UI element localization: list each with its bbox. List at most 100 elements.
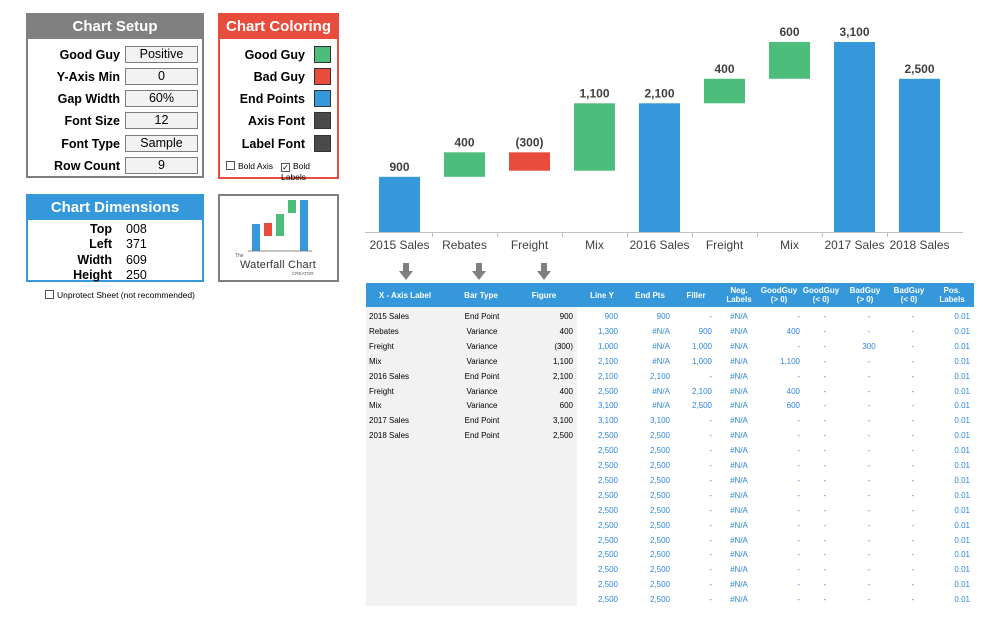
bold-labels-box[interactable]: ✓ — [281, 163, 290, 172]
bar-1 — [444, 152, 485, 177]
input-cell[interactable]: Rebates — [369, 326, 399, 336]
calc-cell: 2,100 — [691, 386, 712, 396]
input-cell[interactable]: Mix — [369, 401, 382, 411]
input-cell[interactable]: End Point — [464, 431, 500, 441]
gap-width-input[interactable]: 60% — [125, 90, 198, 107]
row-count-input[interactable]: 9 — [125, 157, 198, 174]
bold-axis-checkbox[interactable]: Bold Axis — [226, 161, 273, 172]
calc-cell: - — [797, 461, 800, 470]
input-cell[interactable]: Variance — [466, 326, 498, 336]
input-cell[interactable]: 3,100 — [552, 416, 573, 426]
bold-labels-label: Bold Labels — [281, 161, 311, 182]
calc-cell: #N/A — [730, 505, 748, 515]
calc-cell: - — [867, 580, 871, 590]
input-cell[interactable]: Variance — [466, 386, 498, 396]
input-cell[interactable]: (300) — [554, 341, 573, 351]
calc-cell: - — [823, 386, 827, 396]
input-cell[interactable]: 900 — [559, 312, 573, 321]
calc-cell: - — [867, 401, 871, 411]
x-tick-label-1: Rebates — [442, 238, 487, 252]
calc-cell: #N/A — [730, 356, 748, 366]
calc-cell: - — [823, 565, 827, 575]
calc-cell: - — [709, 595, 712, 605]
logo-sub-text: CREATOR — [292, 271, 314, 276]
calc-cell: 0.01 — [954, 595, 970, 605]
input-cell[interactable]: End Point — [464, 312, 500, 321]
good-guy-color-swatch[interactable] — [314, 46, 331, 63]
bar-label-4: 2,100 — [644, 86, 674, 100]
calc-cell: - — [867, 595, 871, 605]
input-cell[interactable]: 600 — [559, 401, 573, 411]
input-cell[interactable]: Freight — [369, 386, 394, 396]
font-size-input[interactable]: 12 — [125, 112, 198, 129]
down-arrow-icon — [399, 263, 413, 281]
logo-bar-3 — [276, 214, 284, 236]
input-cell[interactable]: 2017 Sales — [369, 416, 410, 426]
input-cell[interactable]: 1,100 — [552, 356, 573, 366]
down-arrow-icon — [537, 263, 551, 281]
input-cell[interactable]: 2018 Sales — [369, 431, 410, 441]
column-header: X - Axis Label — [378, 291, 432, 300]
input-cell[interactable]: Mix — [369, 356, 382, 366]
calc-cell: 0.01 — [954, 386, 970, 396]
input-cell[interactable]: 2,100 — [552, 371, 573, 381]
calc-cell: #N/A — [730, 446, 748, 456]
calc-cell: 0.01 — [954, 341, 970, 351]
input-cell[interactable]: 400 — [559, 326, 573, 336]
calc-cell: - — [911, 505, 915, 515]
bold-labels-checkbox[interactable]: ✓ Bold Labels — [281, 161, 337, 183]
calc-cell: - — [911, 431, 915, 441]
calc-cell: - — [797, 312, 800, 321]
bar-4 — [639, 103, 680, 233]
bold-axis-box[interactable] — [226, 161, 235, 170]
axis-font-color-swatch[interactable] — [314, 112, 331, 129]
bar-7 — [834, 42, 875, 232]
calc-cell: #N/A — [730, 371, 748, 381]
input-cell[interactable]: 2016 Sales — [369, 371, 410, 381]
bar-0 — [379, 176, 420, 232]
dimension-height-value: 250 — [126, 268, 147, 282]
input-cell[interactable]: 2015 Sales — [369, 312, 410, 321]
chart-dimensions-title: Chart Dimensions — [28, 196, 202, 220]
calc-cell: 0.01 — [954, 371, 970, 381]
chart-coloring-panel: Chart Coloring Good Guy Bad Guy End Points… — [218, 13, 339, 182]
unprotect-sheet-box[interactable] — [45, 290, 54, 299]
calc-cell: 2,500 — [597, 520, 618, 530]
unprotect-sheet-checkbox[interactable]: Unprotect Sheet (not recommended) — [45, 290, 195, 301]
input-cell[interactable]: Variance — [466, 401, 498, 411]
calc-cell: 2,100 — [597, 371, 618, 381]
good-guy-input[interactable]: Positive — [125, 46, 198, 63]
calc-cell: 0.01 — [954, 475, 970, 485]
calc-cell: 2,500 — [649, 475, 670, 485]
calc-cell: 2,500 — [597, 595, 618, 605]
input-cell[interactable]: End Point — [464, 416, 500, 426]
input-cell[interactable]: End Point — [464, 371, 500, 381]
calc-cell: #N/A — [652, 401, 670, 411]
calc-cell: - — [797, 535, 800, 545]
input-cell[interactable]: 2,500 — [552, 431, 573, 441]
calc-cell: 2,500 — [649, 431, 670, 441]
input-cell[interactable]: 400 — [559, 386, 573, 396]
calc-cell: - — [867, 461, 871, 470]
calc-cell: - — [823, 356, 827, 366]
font-type-input[interactable]: Sample — [125, 135, 198, 152]
calc-cell: - — [797, 550, 800, 560]
calc-cell: - — [867, 565, 871, 575]
end-points-color-swatch[interactable] — [314, 90, 331, 107]
setup-row-y-axis-min: Y-Axis Min 0 — [28, 68, 202, 86]
calc-cell: - — [911, 490, 915, 500]
label-font-color-swatch[interactable] — [314, 135, 331, 152]
input-cell[interactable]: Variance — [466, 341, 498, 351]
input-cell[interactable]: Freight — [369, 341, 394, 351]
bad-guy-color-swatch[interactable] — [314, 68, 331, 85]
calc-cell: - — [709, 416, 712, 426]
calc-cell: 900 — [698, 326, 712, 336]
calc-cell: 0.01 — [954, 416, 970, 426]
logo-bar-1 — [252, 224, 260, 251]
y-axis-min-input[interactable]: 0 — [125, 68, 198, 85]
calc-cell: #N/A — [730, 386, 748, 396]
setup-row-gap-width: Gap Width 60% — [28, 90, 202, 108]
input-cell[interactable]: Variance — [466, 356, 498, 366]
calc-cell: 0.01 — [954, 461, 970, 470]
calc-cell: - — [867, 475, 871, 485]
